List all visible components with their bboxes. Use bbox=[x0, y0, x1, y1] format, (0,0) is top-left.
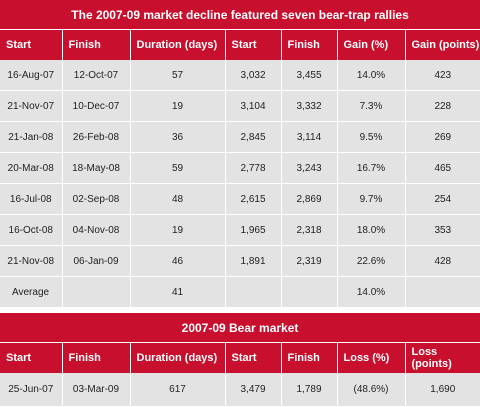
cell-gain-points: 254 bbox=[405, 183, 480, 215]
cell-start-date: 16-Oct-08 bbox=[0, 214, 63, 246]
col-header-gain-pct: Gain (%) bbox=[337, 29, 406, 60]
cell-finish-level: 1,789 bbox=[281, 373, 338, 407]
cell-start-date: 16-Jul-08 bbox=[0, 183, 63, 215]
col-header-loss-pct: Loss (%) bbox=[337, 342, 406, 373]
cell-start-date: 21-Nov-08 bbox=[0, 245, 63, 277]
col-header-start: Start bbox=[0, 342, 63, 373]
rallies-table-title: The 2007-09 market decline featured seve… bbox=[0, 0, 480, 30]
average-gain-pct: 14.0% bbox=[337, 276, 406, 308]
column-header-row: Start Finish Duration (days) Start Finis… bbox=[0, 342, 480, 373]
table-row: 25-Jun-07 03-Mar-09 617 3,479 1,789 (48.… bbox=[0, 373, 480, 407]
cell-gain-points: 428 bbox=[405, 245, 480, 277]
cell-start-level: 3,032 bbox=[225, 60, 282, 91]
average-label: Average bbox=[0, 276, 63, 308]
cell-gain-pct: 9.5% bbox=[337, 121, 406, 153]
col-header-start: Start bbox=[0, 29, 63, 60]
col-header-finish-level: Finish bbox=[281, 342, 338, 373]
table-row: 16-Aug-07 12-Oct-07 57 3,032 3,455 14.0%… bbox=[0, 60, 480, 91]
cell-start-date: 20-Mar-08 bbox=[0, 152, 63, 184]
cell-finish-level: 3,455 bbox=[281, 60, 338, 91]
cell-finish-date: 02-Sep-08 bbox=[62, 183, 131, 215]
cell-start-date: 16-Aug-07 bbox=[0, 60, 63, 91]
cell-gain-points: 353 bbox=[405, 214, 480, 246]
cell-start-level: 1,965 bbox=[225, 214, 282, 246]
cell-finish-date: 26-Feb-08 bbox=[62, 121, 131, 153]
cell-start-date: 21-Nov-07 bbox=[0, 90, 63, 122]
cell-gain-pct: 18.0% bbox=[337, 214, 406, 246]
table-row: 16-Oct-08 04-Nov-08 19 1,965 2,318 18.0%… bbox=[0, 214, 480, 246]
cell-gain-points: 228 bbox=[405, 90, 480, 122]
col-header-start-level: Start bbox=[225, 342, 282, 373]
cell-finish-date: 18-May-08 bbox=[62, 152, 131, 184]
table-row: 21-Jan-08 26-Feb-08 36 2,845 3,114 9.5% … bbox=[0, 121, 480, 153]
col-header-finish: Finish bbox=[62, 342, 131, 373]
cell-finish-level: 3,243 bbox=[281, 152, 338, 184]
col-header-duration: Duration (days) bbox=[130, 342, 226, 373]
col-header-duration: Duration (days) bbox=[130, 29, 226, 60]
cell-start-level: 2,615 bbox=[225, 183, 282, 215]
cell-duration: 36 bbox=[130, 121, 226, 153]
cell-finish-level: 3,332 bbox=[281, 90, 338, 122]
table-row: 20-Mar-08 18-May-08 59 2,778 3,243 16.7%… bbox=[0, 152, 480, 184]
average-duration: 41 bbox=[130, 276, 226, 308]
cell-loss-pct: (48.6%) bbox=[337, 373, 406, 407]
cell-duration: 46 bbox=[130, 245, 226, 277]
cell-gain-pct: 14.0% bbox=[337, 60, 406, 91]
col-header-gain-points: Gain (points) bbox=[405, 29, 480, 60]
cell-gain-points: 423 bbox=[405, 60, 480, 91]
cell-gain-pct: 7.3% bbox=[337, 90, 406, 122]
cell-finish-date: 12-Oct-07 bbox=[62, 60, 131, 91]
cell-gain-pct: 9.7% bbox=[337, 183, 406, 215]
cell-finish-level: 2,319 bbox=[281, 245, 338, 277]
cell-start-level bbox=[225, 276, 282, 308]
cell-duration: 19 bbox=[130, 214, 226, 246]
cell-duration: 57 bbox=[130, 60, 226, 91]
col-header-finish: Finish bbox=[62, 29, 131, 60]
cell-finish-date: 04-Nov-08 bbox=[62, 214, 131, 246]
cell-start-date: 25-Jun-07 bbox=[0, 373, 63, 407]
col-header-start-level: Start bbox=[225, 29, 282, 60]
cell-gain-points: 269 bbox=[405, 121, 480, 153]
cell-finish-level: 2,869 bbox=[281, 183, 338, 215]
cell-duration: 19 bbox=[130, 90, 226, 122]
average-row: Average 41 14.0% bbox=[0, 276, 480, 308]
bear-table-title: 2007-09 Bear market bbox=[0, 313, 480, 343]
cell-finish-date: 10-Dec-07 bbox=[62, 90, 131, 122]
cell-finish-level bbox=[281, 276, 338, 308]
cell-finish-date: 06-Jan-09 bbox=[62, 245, 131, 277]
cell-gain-points bbox=[405, 276, 480, 308]
cell-finish-date: 03-Mar-09 bbox=[62, 373, 131, 407]
cell-duration: 617 bbox=[130, 373, 226, 407]
cell-finish-level: 2,318 bbox=[281, 214, 338, 246]
table-row: 21-Nov-08 06-Jan-09 46 1,891 2,319 22.6%… bbox=[0, 245, 480, 277]
cell-start-level: 3,104 bbox=[225, 90, 282, 122]
table-row: 16-Jul-08 02-Sep-08 48 2,615 2,869 9.7% … bbox=[0, 183, 480, 215]
col-header-loss-points: Loss (points) bbox=[405, 342, 480, 373]
cell-finish-date bbox=[62, 276, 131, 308]
col-header-finish-level: Finish bbox=[281, 29, 338, 60]
cell-duration: 48 bbox=[130, 183, 226, 215]
cell-start-level: 2,845 bbox=[225, 121, 282, 153]
column-header-row: Start Finish Duration (days) Start Finis… bbox=[0, 29, 480, 60]
cell-duration: 59 bbox=[130, 152, 226, 184]
cell-loss-points: 1,690 bbox=[405, 373, 480, 407]
table-title-row: The 2007-09 market decline featured seve… bbox=[0, 0, 480, 30]
bear-market-table: 2007-09 Bear market Start Finish Duratio… bbox=[0, 313, 480, 407]
cell-start-date: 21-Jan-08 bbox=[0, 121, 63, 153]
table-title-row: 2007-09 Bear market bbox=[0, 313, 480, 343]
cell-gain-points: 465 bbox=[405, 152, 480, 184]
table-row: 21-Nov-07 10-Dec-07 19 3,104 3,332 7.3% … bbox=[0, 90, 480, 122]
cell-gain-pct: 22.6% bbox=[337, 245, 406, 277]
bear-trap-rallies-table: The 2007-09 market decline featured seve… bbox=[0, 0, 480, 308]
cell-start-level: 2,778 bbox=[225, 152, 282, 184]
cell-start-level: 1,891 bbox=[225, 245, 282, 277]
cell-gain-pct: 16.7% bbox=[337, 152, 406, 184]
cell-finish-level: 3,114 bbox=[281, 121, 338, 153]
cell-start-level: 3,479 bbox=[225, 373, 282, 407]
